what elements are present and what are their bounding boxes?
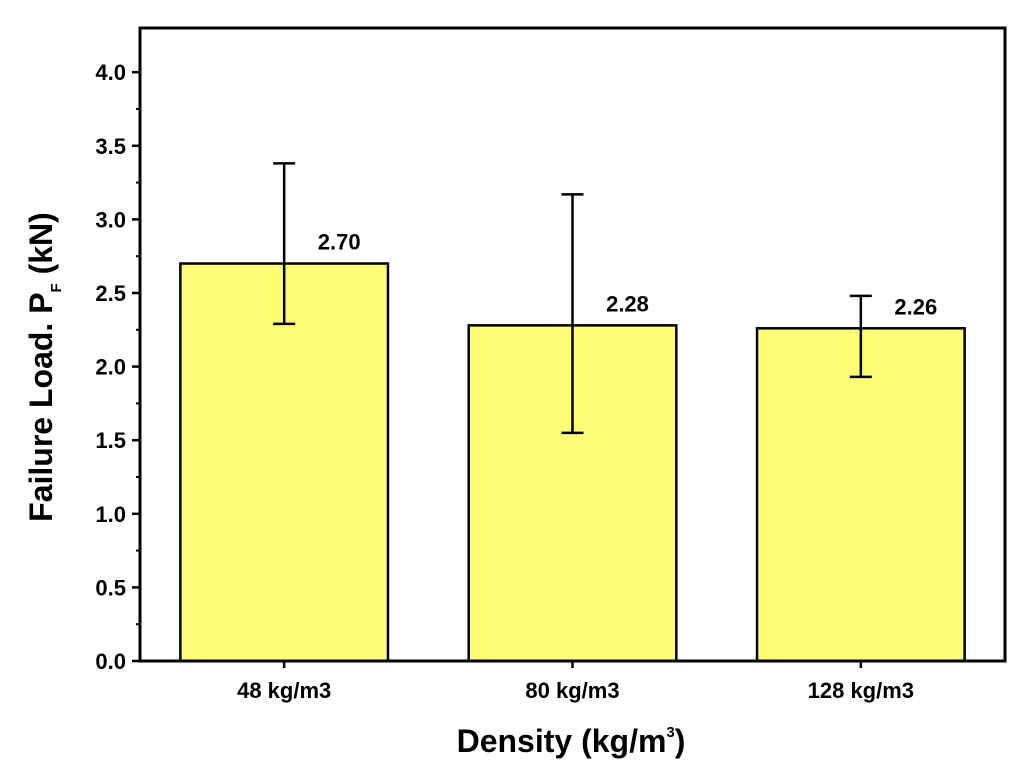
x-axis-ticks: 48 kg/m3 80 kg/m3 128 kg/m3 <box>237 661 914 703</box>
x-axis-title: Density (kg/m3) <box>457 723 686 759</box>
data-label: 2.28 <box>606 291 649 316</box>
y-tick-label: 2.5 <box>95 281 126 306</box>
y-axis-title: Failure Load. PF (kN) <box>23 212 65 522</box>
error-bar <box>849 294 872 379</box>
data-labels-layer: 2.70 2.28 2.26 <box>318 230 937 320</box>
y-axis-title-main: Failure Load. P <box>23 292 59 521</box>
svg-text:Failure Load. PF (kN): Failure Load. PF (kN) <box>23 212 65 522</box>
y-tick-label: 0.0 <box>95 649 126 674</box>
data-label: 2.70 <box>318 230 361 255</box>
y-tick-label: 1.0 <box>95 502 126 527</box>
y-axis-ticks: 0.0 0.5 1.0 1.5 2.0 2.5 3.0 3.5 4.0 <box>95 60 140 674</box>
x-tick-label: 128 kg/m3 <box>808 678 914 703</box>
y-tick-label: 3.5 <box>95 134 126 159</box>
x-axis-title-main: Density (kg/m <box>457 723 667 759</box>
bar <box>755 327 966 663</box>
y-axis-title-subscript: F <box>48 283 65 292</box>
y-tick-label: 2.0 <box>95 355 126 380</box>
y-tick-label: 1.5 <box>95 428 126 453</box>
x-axis-title-close: ) <box>675 723 686 759</box>
error-bar <box>561 193 584 435</box>
y-tick-label: 0.5 <box>95 575 126 600</box>
x-tick-label: 48 kg/m3 <box>237 678 331 703</box>
bar <box>179 262 390 663</box>
y-axis-title-unit: (kN) <box>23 212 59 283</box>
y-tick-label: 4.0 <box>95 60 126 85</box>
svg-text:Density (kg/m3): Density (kg/m3) <box>457 723 686 759</box>
x-tick-label: 80 kg/m3 <box>525 678 619 703</box>
plot-frame <box>138 26 1007 663</box>
data-label: 2.26 <box>894 294 937 319</box>
x-axis-title-superscript: 3 <box>666 724 674 741</box>
y-tick-label: 3.0 <box>95 207 126 232</box>
error-bars-layer <box>273 162 872 435</box>
error-bar <box>273 162 296 326</box>
